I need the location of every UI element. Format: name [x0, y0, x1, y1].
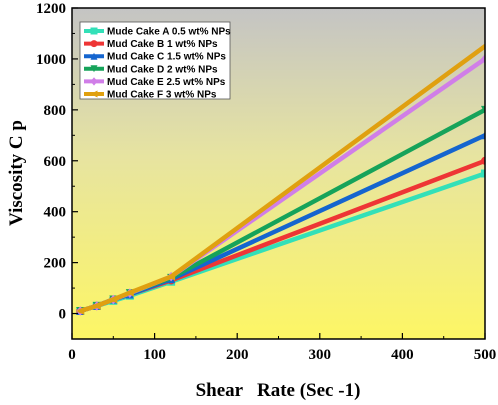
legend-marker	[90, 90, 98, 98]
data-point	[92, 301, 101, 310]
y-tick-label: 1000	[36, 52, 66, 68]
legend-label: Mud Cake D 2 wt% NPs	[107, 64, 218, 75]
y-axis-title: Viscosity C p	[6, 120, 27, 226]
y-axis: 0 200 400 600 800 1000 1200	[36, 1, 78, 340]
legend-item: Mud Cake D 2 wt% NPs	[84, 64, 218, 75]
data-point	[481, 44, 485, 49]
data-point	[167, 272, 176, 281]
data-point	[481, 105, 485, 114]
x-axis-title: Shear Rate (Sec -1)	[196, 380, 361, 401]
y-tick-label: 600	[44, 154, 67, 170]
x-tick-label: 500	[474, 347, 497, 363]
data-point	[481, 156, 485, 165]
data-point	[109, 295, 118, 304]
legend-marker	[90, 77, 98, 86]
x-tick-label: 100	[143, 347, 166, 363]
x-tick-label: 300	[309, 347, 332, 363]
data-point	[481, 169, 485, 178]
data-point	[76, 306, 85, 315]
data-point	[481, 54, 485, 64]
legend-label: Mude Cake A 0.5 wt% NPs	[107, 27, 231, 38]
data-point	[481, 131, 485, 140]
legend-label: Mud Cake C 1.5 wt% NPs	[107, 52, 226, 63]
legend-label: Mud Cake B 1 wt% NPs	[107, 39, 218, 50]
y-tick-label: 800	[44, 103, 67, 119]
x-axis: 0 100 200 300 400 500	[68, 333, 496, 363]
x-tick-label: 200	[226, 347, 249, 363]
data-point	[125, 288, 134, 297]
series-line	[78, 43, 485, 314]
legend-label: Mud Cake E 2.5 wt% NPs	[107, 77, 226, 88]
y-tick-label: 1200	[36, 1, 66, 17]
series-layer	[76, 43, 485, 316]
legend-item: Mud Cake F 3 wt% NPs	[84, 90, 217, 101]
legend-item: Mud Cake E 2.5 wt% NPs	[84, 77, 226, 88]
legend-marker	[90, 40, 98, 48]
legend-marker	[90, 52, 98, 60]
legend-box	[79, 21, 231, 100]
x-tick-label: 0	[68, 347, 76, 363]
legend-label: Mud Cake F 3 wt% NPs	[107, 90, 217, 101]
x-tick-label: 400	[391, 347, 414, 363]
legend-marker	[90, 27, 98, 35]
y-tick-label: 400	[44, 205, 67, 221]
y-tick-label: 200	[44, 256, 67, 272]
series-6	[76, 43, 485, 315]
legend-marker	[90, 65, 98, 73]
legend-item: Mud Cake B 1 wt% NPs	[84, 39, 218, 50]
legend-item: Mud Cake C 1.5 wt% NPs	[84, 52, 226, 63]
legend-item: Mude Cake A 0.5 wt% NPs	[84, 27, 231, 38]
y-tick-label: 0	[59, 307, 67, 323]
